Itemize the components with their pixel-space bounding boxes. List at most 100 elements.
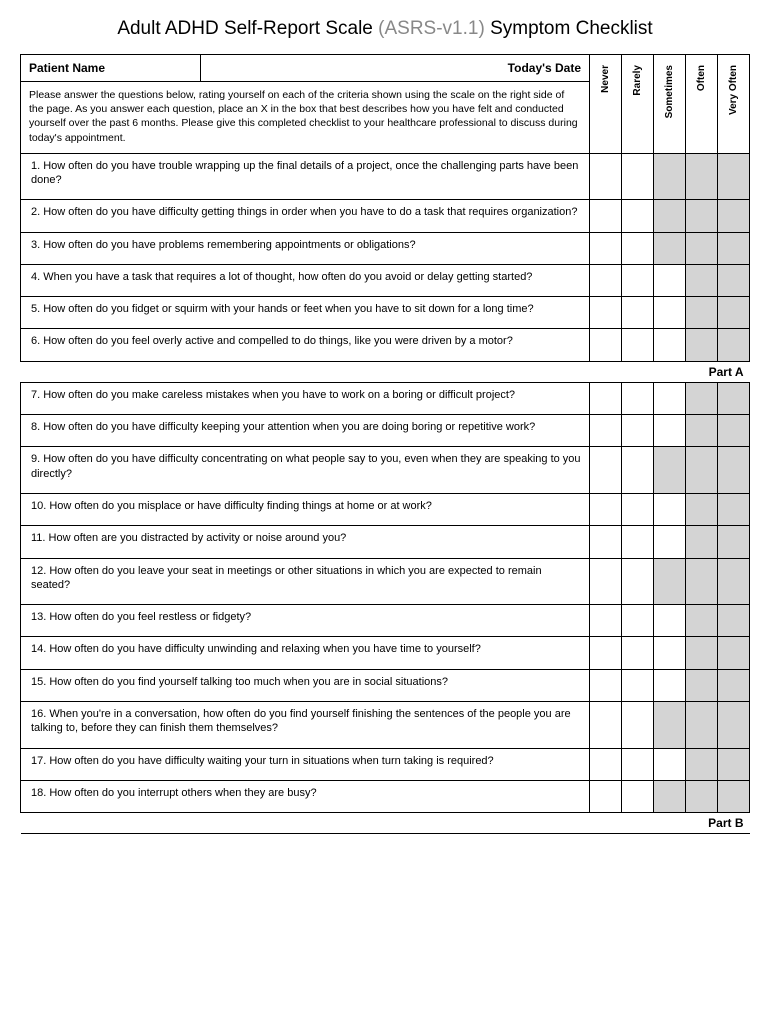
answer-box[interactable] xyxy=(654,200,686,232)
answer-box[interactable] xyxy=(590,232,622,264)
answer-box[interactable] xyxy=(686,200,718,232)
answer-box[interactable] xyxy=(718,669,750,701)
answer-box[interactable] xyxy=(686,748,718,780)
answer-box[interactable] xyxy=(686,297,718,329)
answer-box[interactable] xyxy=(590,153,622,200)
answer-box[interactable] xyxy=(686,637,718,669)
answer-box[interactable] xyxy=(590,264,622,296)
answer-box[interactable] xyxy=(654,329,686,361)
answer-box[interactable] xyxy=(590,447,622,494)
answer-box[interactable] xyxy=(654,558,686,605)
question-text: 4. When you have a task that requires a … xyxy=(21,264,590,296)
answer-box[interactable] xyxy=(622,382,654,414)
answer-box[interactable] xyxy=(718,329,750,361)
answer-box[interactable] xyxy=(622,558,654,605)
page-title: Adult ADHD Self-Report Scale (ASRS-v1.1)… xyxy=(20,18,750,40)
answer-box[interactable] xyxy=(590,415,622,447)
answer-box[interactable] xyxy=(718,415,750,447)
answer-box[interactable] xyxy=(590,702,622,749)
answer-box[interactable] xyxy=(590,637,622,669)
answer-box[interactable] xyxy=(590,780,622,812)
answer-box[interactable] xyxy=(622,415,654,447)
patient-name-label: Patient Name xyxy=(21,55,201,82)
question-row: 3. How often do you have problems rememb… xyxy=(21,232,750,264)
answer-box[interactable] xyxy=(654,605,686,637)
answer-box[interactable] xyxy=(686,264,718,296)
answer-box[interactable] xyxy=(654,415,686,447)
answer-box[interactable] xyxy=(718,232,750,264)
answer-box[interactable] xyxy=(718,382,750,414)
answer-box[interactable] xyxy=(718,493,750,525)
answer-box[interactable] xyxy=(590,329,622,361)
answer-box[interactable] xyxy=(654,748,686,780)
answer-box[interactable] xyxy=(686,526,718,558)
answer-box[interactable] xyxy=(718,637,750,669)
answer-box[interactable] xyxy=(622,702,654,749)
answer-box[interactable] xyxy=(686,702,718,749)
answer-box[interactable] xyxy=(718,264,750,296)
answer-box[interactable] xyxy=(654,382,686,414)
answer-box[interactable] xyxy=(622,605,654,637)
answer-box[interactable] xyxy=(718,558,750,605)
answer-box[interactable] xyxy=(686,669,718,701)
answer-box[interactable] xyxy=(590,605,622,637)
answer-box[interactable] xyxy=(590,493,622,525)
answer-box[interactable] xyxy=(622,329,654,361)
answer-box[interactable] xyxy=(718,153,750,200)
answer-box[interactable] xyxy=(654,780,686,812)
answer-box[interactable] xyxy=(686,447,718,494)
question-row: 18. How often do you interrupt others wh… xyxy=(21,780,750,812)
answer-box[interactable] xyxy=(654,637,686,669)
answer-box[interactable] xyxy=(686,232,718,264)
answer-box[interactable] xyxy=(686,415,718,447)
question-row: 10. How often do you misplace or have di… xyxy=(21,493,750,525)
answer-box[interactable] xyxy=(718,702,750,749)
answer-box[interactable] xyxy=(686,382,718,414)
answer-box[interactable] xyxy=(686,780,718,812)
answer-box[interactable] xyxy=(622,669,654,701)
answer-box[interactable] xyxy=(622,153,654,200)
answer-box[interactable] xyxy=(622,780,654,812)
question-text: 3. How often do you have problems rememb… xyxy=(21,232,590,264)
answer-box[interactable] xyxy=(622,493,654,525)
answer-box[interactable] xyxy=(686,558,718,605)
answer-box[interactable] xyxy=(622,447,654,494)
answer-box[interactable] xyxy=(654,153,686,200)
answer-box[interactable] xyxy=(718,526,750,558)
answer-box[interactable] xyxy=(654,702,686,749)
answer-box[interactable] xyxy=(718,447,750,494)
answer-box[interactable] xyxy=(590,297,622,329)
answer-box[interactable] xyxy=(686,329,718,361)
answer-box[interactable] xyxy=(686,153,718,200)
answer-box[interactable] xyxy=(718,605,750,637)
answer-box[interactable] xyxy=(718,297,750,329)
answer-box[interactable] xyxy=(622,232,654,264)
answer-box[interactable] xyxy=(654,297,686,329)
answer-box[interactable] xyxy=(622,264,654,296)
answer-box[interactable] xyxy=(622,526,654,558)
answer-box[interactable] xyxy=(654,493,686,525)
answer-box[interactable] xyxy=(686,605,718,637)
answer-box[interactable] xyxy=(654,526,686,558)
answer-box[interactable] xyxy=(622,748,654,780)
question-text: 16. When you're in a conversation, how o… xyxy=(21,702,590,749)
answer-box[interactable] xyxy=(654,669,686,701)
answer-box[interactable] xyxy=(718,200,750,232)
answer-box[interactable] xyxy=(590,748,622,780)
answer-box[interactable] xyxy=(590,200,622,232)
answer-box[interactable] xyxy=(590,526,622,558)
answer-box[interactable] xyxy=(718,780,750,812)
answer-box[interactable] xyxy=(686,493,718,525)
answer-box[interactable] xyxy=(590,669,622,701)
question-text: 8. How often do you have difficulty keep… xyxy=(21,415,590,447)
answer-box[interactable] xyxy=(622,297,654,329)
answer-box[interactable] xyxy=(622,200,654,232)
part-b-label-row: Part B xyxy=(21,813,750,834)
answer-box[interactable] xyxy=(654,447,686,494)
answer-box[interactable] xyxy=(590,382,622,414)
answer-box[interactable] xyxy=(654,264,686,296)
answer-box[interactable] xyxy=(654,232,686,264)
answer-box[interactable] xyxy=(590,558,622,605)
answer-box[interactable] xyxy=(622,637,654,669)
answer-box[interactable] xyxy=(718,748,750,780)
